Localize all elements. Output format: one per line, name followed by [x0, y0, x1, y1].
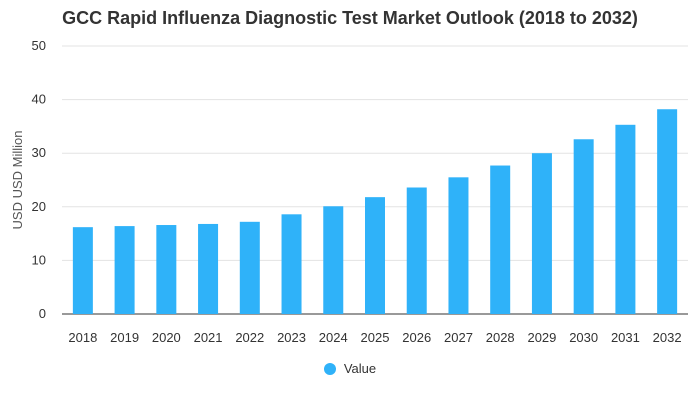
bar-2022[interactable] — [239, 221, 260, 314]
bar-2029[interactable] — [531, 153, 552, 314]
y-axis-title: USD USD Million — [10, 131, 25, 230]
x-tick-label: 2028 — [486, 330, 515, 345]
bar-2018[interactable] — [72, 227, 93, 314]
x-tick-label: 2031 — [611, 330, 640, 345]
y-tick-label: 20 — [32, 199, 46, 214]
chart-title: GCC Rapid Influenza Diagnostic Test Mark… — [62, 8, 638, 28]
legend-label: Value — [343, 361, 377, 376]
bars — [72, 109, 678, 315]
x-tick-label: 2032 — [653, 330, 682, 345]
x-tick-label: 2023 — [277, 330, 306, 345]
x-tick-label: 2027 — [444, 330, 473, 345]
legend[interactable]: Value — [0, 361, 700, 376]
y-tick-label: 50 — [32, 38, 46, 53]
legend-swatch-icon — [323, 362, 336, 375]
bar-2023[interactable] — [281, 214, 302, 314]
y-tick-label: 30 — [32, 145, 46, 160]
y-tick-label: 10 — [32, 252, 46, 267]
x-tick-label: 2024 — [319, 330, 348, 345]
x-tick-label: 2018 — [68, 330, 97, 345]
bar-2027[interactable] — [448, 177, 469, 314]
bar-2020[interactable] — [156, 225, 177, 314]
bar-2032[interactable] — [657, 109, 678, 314]
y-tick-label: 0 — [39, 306, 46, 321]
bar-2026[interactable] — [406, 187, 427, 314]
bar-2024[interactable] — [323, 206, 344, 314]
x-tick-label: 2020 — [152, 330, 181, 345]
x-tick-label: 2021 — [194, 330, 223, 345]
x-tick-label: 2022 — [235, 330, 264, 345]
x-tick-label: 2025 — [361, 330, 390, 345]
bar-2019[interactable] — [114, 226, 135, 314]
x-tick-label: 2026 — [402, 330, 431, 345]
x-tick-label: 2029 — [527, 330, 556, 345]
x-tick-label: 2019 — [110, 330, 139, 345]
bar-2021[interactable] — [198, 223, 219, 314]
x-tick-label: 2030 — [569, 330, 598, 345]
bar-2031[interactable] — [615, 124, 636, 315]
bar-2030[interactable] — [573, 139, 594, 314]
y-tick-label: 40 — [32, 92, 46, 107]
bar-2028[interactable] — [490, 165, 511, 314]
bar-2025[interactable] — [365, 197, 385, 314]
